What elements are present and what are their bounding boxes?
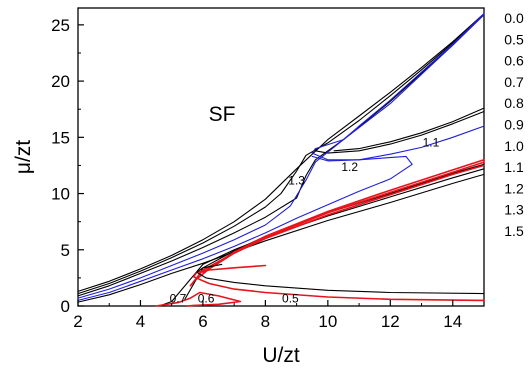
contour-line-black <box>183 163 485 301</box>
contour-label: 0.7 <box>170 292 187 306</box>
contour-line-black <box>77 14 485 297</box>
legend-label: 1.3 <box>504 202 524 218</box>
contour-label: 1.1 <box>423 135 440 149</box>
plot-frame <box>77 7 485 307</box>
contour-line-black <box>77 13 485 292</box>
x-tick-label: 2 <box>73 312 82 331</box>
y-tick-label: 20 <box>51 72 70 91</box>
legend-label: 0.0 <box>504 10 524 26</box>
y-tick-label: 15 <box>51 128 70 147</box>
y-tick-label: 0 <box>61 297 70 316</box>
region-label-sf: SF <box>209 103 236 126</box>
x-tick-label: 6 <box>198 312 207 331</box>
legend-label: 0.9 <box>504 117 524 133</box>
y-axis-title: μ/zt <box>12 140 35 174</box>
contour-label: 0.6 <box>198 292 215 306</box>
legend-label: 0.7 <box>504 74 524 90</box>
contour-line-black <box>77 13 485 295</box>
legend-label: 1.1 <box>504 159 524 175</box>
contour-line-red <box>195 161 485 280</box>
x-axis: 2 4 6 8 10 12 14 <box>73 300 485 331</box>
y-tick-label: 10 <box>51 185 70 204</box>
contour-line-blue <box>77 14 485 301</box>
y-tick-label: 25 <box>51 16 70 35</box>
y-axis: 0 5 10 15 20 25 <box>51 16 84 316</box>
plot-area <box>77 7 485 307</box>
contour-label: 1.3 <box>288 174 305 188</box>
x-tick-label: 10 <box>318 312 337 331</box>
legend-label: 1.0 <box>504 138 524 154</box>
contour-line-blue <box>77 13 485 299</box>
contour-line-red <box>155 291 242 307</box>
contour-label: 1.2 <box>341 160 358 174</box>
x-tick-label: 14 <box>443 312 462 331</box>
contour-line-black <box>314 110 485 154</box>
contour-line-black <box>333 107 485 152</box>
legend-label: 1.2 <box>504 180 524 196</box>
contour-line-black <box>196 263 485 295</box>
contour-line-blue <box>311 125 485 162</box>
x-tick-label: 12 <box>381 312 400 331</box>
x-axis-title: U/zt <box>262 344 300 367</box>
y-tick-label: 5 <box>61 241 70 260</box>
legend: 0.0 0.5 0.6 0.7 0.8 0.9 1.0 1.1 1.2 1.3 1.5 <box>504 10 524 239</box>
contour-labels: 0.7 0.6 0.5 1.3 1.2 1.1 <box>170 135 440 305</box>
series-layer <box>77 13 485 307</box>
contour-label: 0.5 <box>282 292 299 306</box>
legend-label: 0.5 <box>504 31 524 47</box>
legend-label: 0.6 <box>504 53 524 69</box>
x-tick-label: 8 <box>261 312 270 331</box>
legend-label: 1.5 <box>504 223 524 239</box>
contour-line-red <box>202 159 485 274</box>
legend-label: 0.8 <box>504 95 524 111</box>
x-tick-label: 4 <box>136 312 145 331</box>
contour-line-red <box>192 264 485 302</box>
